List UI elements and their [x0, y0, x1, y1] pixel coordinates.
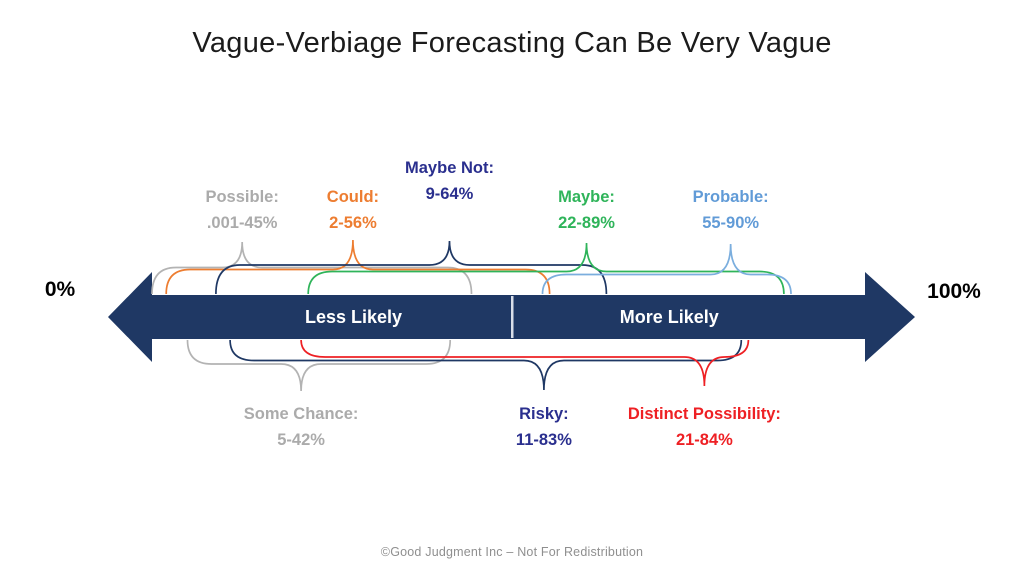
- term-name: Could:: [326, 188, 380, 206]
- term-label-possible: Possible: .001-45%: [147, 184, 337, 236]
- term-name: Possible:: [205, 188, 279, 206]
- term-name: Maybe:: [558, 188, 615, 206]
- term-name: Maybe Not:: [405, 159, 494, 177]
- term-label-risky: Risky: 11-83%: [449, 401, 639, 453]
- brace-risky: [229, 339, 743, 391]
- footer-copyright: ©Good Judgment Inc – Not For Redistribut…: [380, 545, 644, 559]
- term-range: 9-64%: [425, 185, 474, 203]
- term-range: 5-42%: [277, 431, 325, 449]
- term-range: .001-45%: [206, 214, 278, 232]
- term-name: Probable:: [692, 188, 769, 206]
- term-name: Distinct Possibility:: [627, 405, 781, 423]
- term-label-distinct-possibility: Distinct Possibility: 21-84%: [609, 401, 799, 453]
- term-range: 21-84%: [675, 431, 733, 449]
- term-name: Risky:: [519, 405, 569, 423]
- term-label-some-chance: Some Chance: 5-42%: [206, 401, 396, 453]
- brace-some-chance: [186, 339, 452, 392]
- term-label-maybe-not: Maybe Not: 9-64%: [354, 155, 544, 207]
- term-range: 11-83%: [515, 431, 572, 449]
- brace-possible: [151, 241, 473, 295]
- term-range: 22-89%: [558, 214, 615, 232]
- term-label-probable: Probable: 55-90%: [636, 184, 826, 236]
- term-range: 2-56%: [329, 214, 377, 232]
- axis-max-label: 100%: [927, 280, 981, 303]
- term-name: Some Chance:: [243, 405, 359, 423]
- term-range: 55-90%: [702, 214, 760, 232]
- brace-distinct-possibility: [300, 339, 750, 387]
- brace-maybe: [307, 242, 785, 295]
- arrow-center-divider: [511, 296, 514, 338]
- term-label-maybe: Maybe: 22-89%: [492, 184, 682, 236]
- axis-min-label: 0%: [44, 278, 76, 301]
- term-label-could: Could: 2-56%: [258, 184, 448, 236]
- brace-probable: [541, 243, 792, 295]
- page-title: Vague-Verbiage Forecasting Can Be Very V…: [192, 27, 832, 59]
